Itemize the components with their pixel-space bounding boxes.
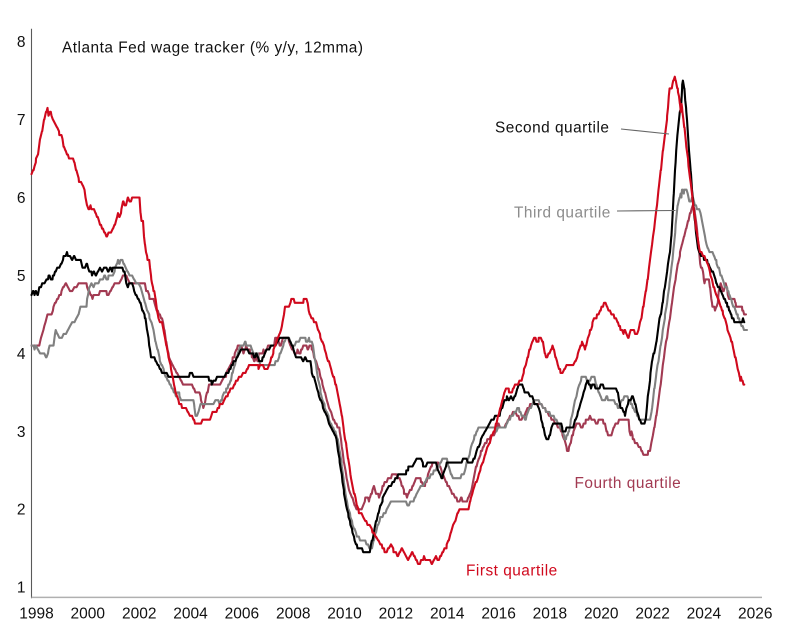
svg-text:2022: 2022 (635, 606, 669, 623)
svg-text:First quartile: First quartile (466, 563, 558, 580)
svg-text:2018: 2018 (533, 606, 567, 623)
svg-text:2010: 2010 (327, 606, 362, 623)
svg-text:2012: 2012 (379, 606, 413, 623)
svg-text:4: 4 (17, 346, 26, 363)
svg-text:Atlanta Fed wage tracker (% y/: Atlanta Fed wage tracker (% y/y, 12mma) (62, 40, 363, 57)
svg-text:2004: 2004 (173, 606, 208, 623)
svg-text:Fourth quartile: Fourth quartile (575, 475, 682, 492)
svg-text:2016: 2016 (481, 606, 515, 623)
svg-text:2008: 2008 (276, 606, 310, 623)
svg-text:5: 5 (17, 268, 26, 285)
svg-text:2020: 2020 (584, 606, 619, 623)
svg-text:2006: 2006 (225, 606, 259, 623)
svg-text:6: 6 (17, 190, 26, 207)
svg-text:Third quartile: Third quartile (514, 205, 611, 222)
svg-text:Second quartile: Second quartile (495, 120, 609, 137)
svg-text:3: 3 (17, 424, 26, 441)
svg-text:2002: 2002 (122, 606, 156, 623)
svg-text:2026: 2026 (738, 606, 772, 623)
svg-text:2014: 2014 (430, 606, 465, 623)
svg-text:2: 2 (17, 502, 26, 519)
svg-text:1: 1 (17, 580, 26, 597)
svg-text:8: 8 (17, 34, 26, 51)
svg-text:7: 7 (17, 112, 26, 129)
svg-text:2024: 2024 (687, 606, 722, 623)
svg-text:2000: 2000 (71, 606, 106, 623)
svg-text:1998: 1998 (19, 606, 53, 623)
